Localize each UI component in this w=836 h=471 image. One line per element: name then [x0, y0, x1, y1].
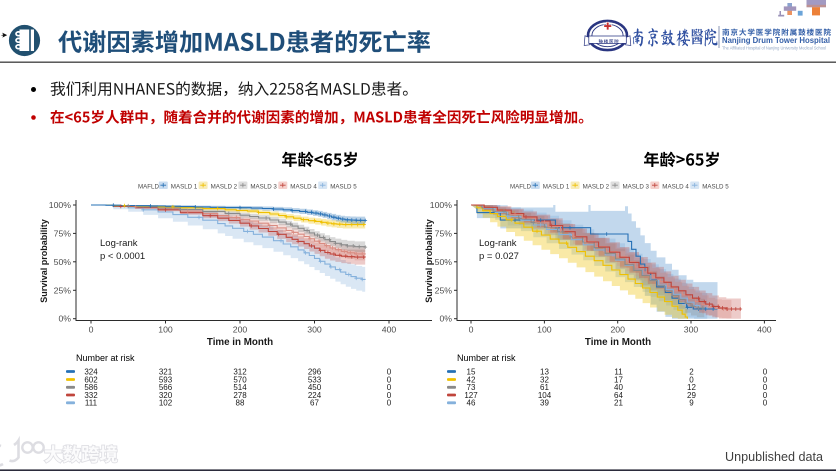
svg-text:9: 9 — [689, 399, 694, 408]
svg-text:MASLD 1: MASLD 1 — [543, 184, 570, 191]
svg-text:MASLD 2: MASLD 2 — [583, 184, 610, 191]
svg-text:12: 12 — [687, 383, 696, 392]
svg-text:MASLD 5: MASLD 5 — [330, 184, 357, 191]
svg-text:296: 296 — [308, 367, 322, 376]
svg-text:25%: 25% — [54, 285, 72, 295]
svg-text:570: 570 — [233, 375, 247, 384]
svg-text:MAFLD: MAFLD — [510, 184, 532, 191]
svg-text:p < 0.0001: p < 0.0001 — [100, 251, 145, 262]
svg-text:Time in Month: Time in Month — [585, 337, 651, 348]
svg-text:0: 0 — [689, 375, 694, 384]
svg-text:Survival probability: Survival probability — [424, 219, 434, 303]
svg-text:61: 61 — [540, 383, 549, 392]
svg-text:324: 324 — [84, 367, 98, 376]
svg-text:29: 29 — [687, 391, 696, 400]
svg-text:593: 593 — [159, 375, 173, 384]
svg-text:Survival probability: Survival probability — [39, 219, 49, 303]
svg-text:17: 17 — [614, 375, 623, 384]
svg-text:312: 312 — [233, 367, 247, 376]
svg-text:42: 42 — [467, 375, 476, 384]
svg-text:The Affiliated Hospital of Nan: The Affiliated Hospital of Nanjing Unive… — [722, 46, 826, 52]
svg-text:300: 300 — [307, 325, 322, 335]
svg-text:MASLD 4: MASLD 4 — [662, 184, 689, 191]
svg-text:50%: 50% — [54, 257, 72, 267]
svg-text:Time in Month: Time in Month — [207, 337, 273, 348]
svg-text:602: 602 — [84, 375, 98, 384]
svg-text:100%: 100% — [430, 200, 452, 210]
svg-text:32: 32 — [540, 375, 549, 384]
svg-text:400: 400 — [382, 325, 397, 335]
svg-text:67: 67 — [310, 399, 319, 408]
svg-text:2: 2 — [689, 367, 694, 376]
svg-text:586: 586 — [84, 383, 98, 392]
svg-text:400: 400 — [757, 325, 772, 335]
svg-text:MAFLD: MAFLD — [138, 184, 160, 191]
svg-text:Nanjing Drum Tower Hospital: Nanjing Drum Tower Hospital — [722, 36, 830, 45]
svg-text:0: 0 — [387, 391, 392, 400]
svg-text:111: 111 — [85, 399, 98, 408]
svg-text:MASLD 1: MASLD 1 — [171, 184, 198, 191]
svg-text:300: 300 — [684, 325, 699, 335]
svg-text:0: 0 — [763, 383, 768, 392]
svg-text:39: 39 — [540, 399, 549, 408]
svg-text:Number at risk: Number at risk — [457, 353, 516, 363]
svg-text:40: 40 — [614, 383, 623, 392]
svg-text:Log-rank: Log-rank — [100, 238, 138, 249]
svg-text:0%: 0% — [439, 314, 452, 324]
svg-text:0: 0 — [387, 367, 392, 376]
svg-text:104: 104 — [538, 391, 552, 400]
svg-text:0: 0 — [387, 383, 392, 392]
svg-text:0: 0 — [763, 399, 768, 408]
svg-text:50%: 50% — [435, 257, 453, 267]
svg-text:224: 224 — [308, 391, 322, 400]
svg-text:MASLD 3: MASLD 3 — [623, 184, 650, 191]
svg-text:100: 100 — [537, 325, 552, 335]
svg-text:200: 200 — [233, 325, 248, 335]
svg-text:0: 0 — [387, 375, 392, 384]
svg-text:514: 514 — [233, 383, 247, 392]
svg-text:MASLD 2: MASLD 2 — [211, 184, 238, 191]
svg-text:11: 11 — [614, 367, 623, 376]
svg-text:75%: 75% — [435, 228, 453, 238]
svg-text:0%: 0% — [58, 314, 71, 324]
svg-text:p = 0.027: p = 0.027 — [479, 251, 519, 262]
svg-text:278: 278 — [233, 391, 247, 400]
svg-text:533: 533 — [308, 375, 322, 384]
svg-text:Number at risk: Number at risk — [76, 353, 135, 363]
svg-text:0: 0 — [89, 325, 94, 335]
svg-text:100: 100 — [158, 325, 173, 335]
svg-text:88: 88 — [236, 399, 245, 408]
svg-text:73: 73 — [467, 383, 476, 392]
svg-text:MASLD 4: MASLD 4 — [290, 184, 317, 191]
svg-text:MASLD 5: MASLD 5 — [702, 184, 729, 191]
svg-text:0: 0 — [469, 325, 474, 335]
svg-text:13: 13 — [540, 367, 549, 376]
svg-text:0: 0 — [387, 399, 392, 408]
svg-text:0: 0 — [763, 391, 768, 400]
svg-text:Log-rank: Log-rank — [479, 238, 517, 249]
svg-text:Unpublished data: Unpublished data — [725, 450, 823, 464]
svg-text:566: 566 — [159, 383, 173, 392]
svg-text:0: 0 — [763, 375, 768, 384]
svg-text:200: 200 — [610, 325, 625, 335]
svg-text:320: 320 — [159, 391, 173, 400]
svg-text:25%: 25% — [435, 285, 453, 295]
svg-text:321: 321 — [159, 367, 173, 376]
svg-text:332: 332 — [84, 391, 98, 400]
svg-text:15: 15 — [467, 367, 476, 376]
svg-text:64: 64 — [614, 391, 623, 400]
svg-text:MASLD 3: MASLD 3 — [250, 184, 277, 191]
svg-text:0: 0 — [763, 367, 768, 376]
svg-text:21: 21 — [614, 399, 623, 408]
svg-text:100%: 100% — [49, 200, 71, 210]
svg-text:102: 102 — [159, 399, 173, 408]
svg-text:46: 46 — [467, 399, 476, 408]
svg-text:127: 127 — [464, 391, 478, 400]
svg-text:75%: 75% — [54, 228, 72, 238]
svg-text:450: 450 — [308, 383, 322, 392]
